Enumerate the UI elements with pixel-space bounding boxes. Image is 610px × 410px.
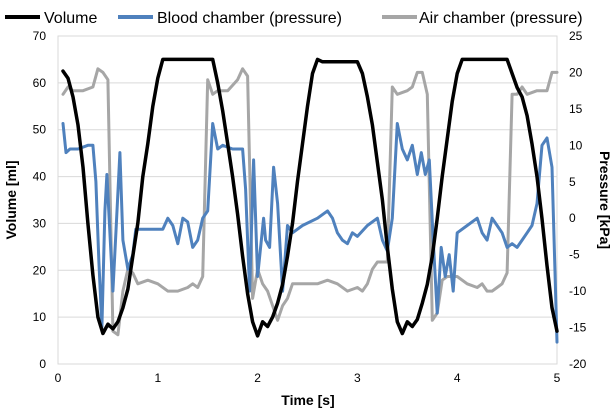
y-right-tick-label: 20 <box>569 65 583 79</box>
y-left-tick-label: 30 <box>33 216 47 230</box>
x-tick-label: 3 <box>354 371 361 385</box>
x-tick-label: 1 <box>154 371 161 385</box>
y-right-tick-label: 5 <box>569 175 576 189</box>
y-left-axis-title: Volume [ml] <box>3 160 19 239</box>
y-left-tick-label: 40 <box>33 170 47 184</box>
series-group <box>61 57 559 344</box>
x-tick-label: 5 <box>554 371 561 385</box>
y-left-tick-label: 20 <box>33 263 47 277</box>
plot-area <box>57 35 558 365</box>
x-tick-label: 4 <box>454 371 461 385</box>
y-right-tick-label: -5 <box>569 248 580 262</box>
y-left-tick-label: 60 <box>33 76 47 90</box>
legend-label-volume: Volume <box>44 10 97 27</box>
legend: Volume Blood chamber (pressure) Air cham… <box>5 10 583 27</box>
y-right-tick-label: -15 <box>569 321 587 335</box>
y-right-tick-label: 25 <box>569 29 583 43</box>
y-right-tick-label: -10 <box>569 284 587 298</box>
gridlines <box>58 35 557 365</box>
x-tick-label: 2 <box>254 371 261 385</box>
series-line-volume <box>61 57 559 338</box>
x-axis-title: Time [s] <box>281 392 334 408</box>
y-right-axis-ticks: -20 -15 -10 -5 0 5 10 15 20 25 <box>569 29 587 371</box>
series-line-air-chamber-pressure <box>61 67 559 337</box>
x-tick-label: 0 <box>55 371 62 385</box>
y-right-tick-label: 0 <box>569 211 576 225</box>
y-left-tick-label: 10 <box>33 310 47 324</box>
y-right-tick-label: -20 <box>569 357 587 371</box>
x-axis-ticks: 0 1 2 3 4 5 <box>55 371 561 385</box>
y-left-tick-label: 50 <box>33 123 47 137</box>
y-right-tick-label: 15 <box>569 102 583 116</box>
legend-label-air-chamber: Air chamber (pressure) <box>419 10 583 27</box>
y-right-axis-title: Pressure [kPa] <box>597 151 610 249</box>
series-line-blood-chamber-pressure <box>61 122 559 344</box>
y-left-tick-label: 70 <box>33 29 47 43</box>
legend-label-blood-chamber: Blood chamber (pressure) <box>157 10 342 27</box>
y-left-axis-ticks: 0 10 20 30 40 50 60 70 <box>33 29 47 371</box>
plot-border <box>57 35 558 365</box>
y-right-tick-label: 10 <box>569 138 583 152</box>
y-left-tick-label: 0 <box>39 357 46 371</box>
